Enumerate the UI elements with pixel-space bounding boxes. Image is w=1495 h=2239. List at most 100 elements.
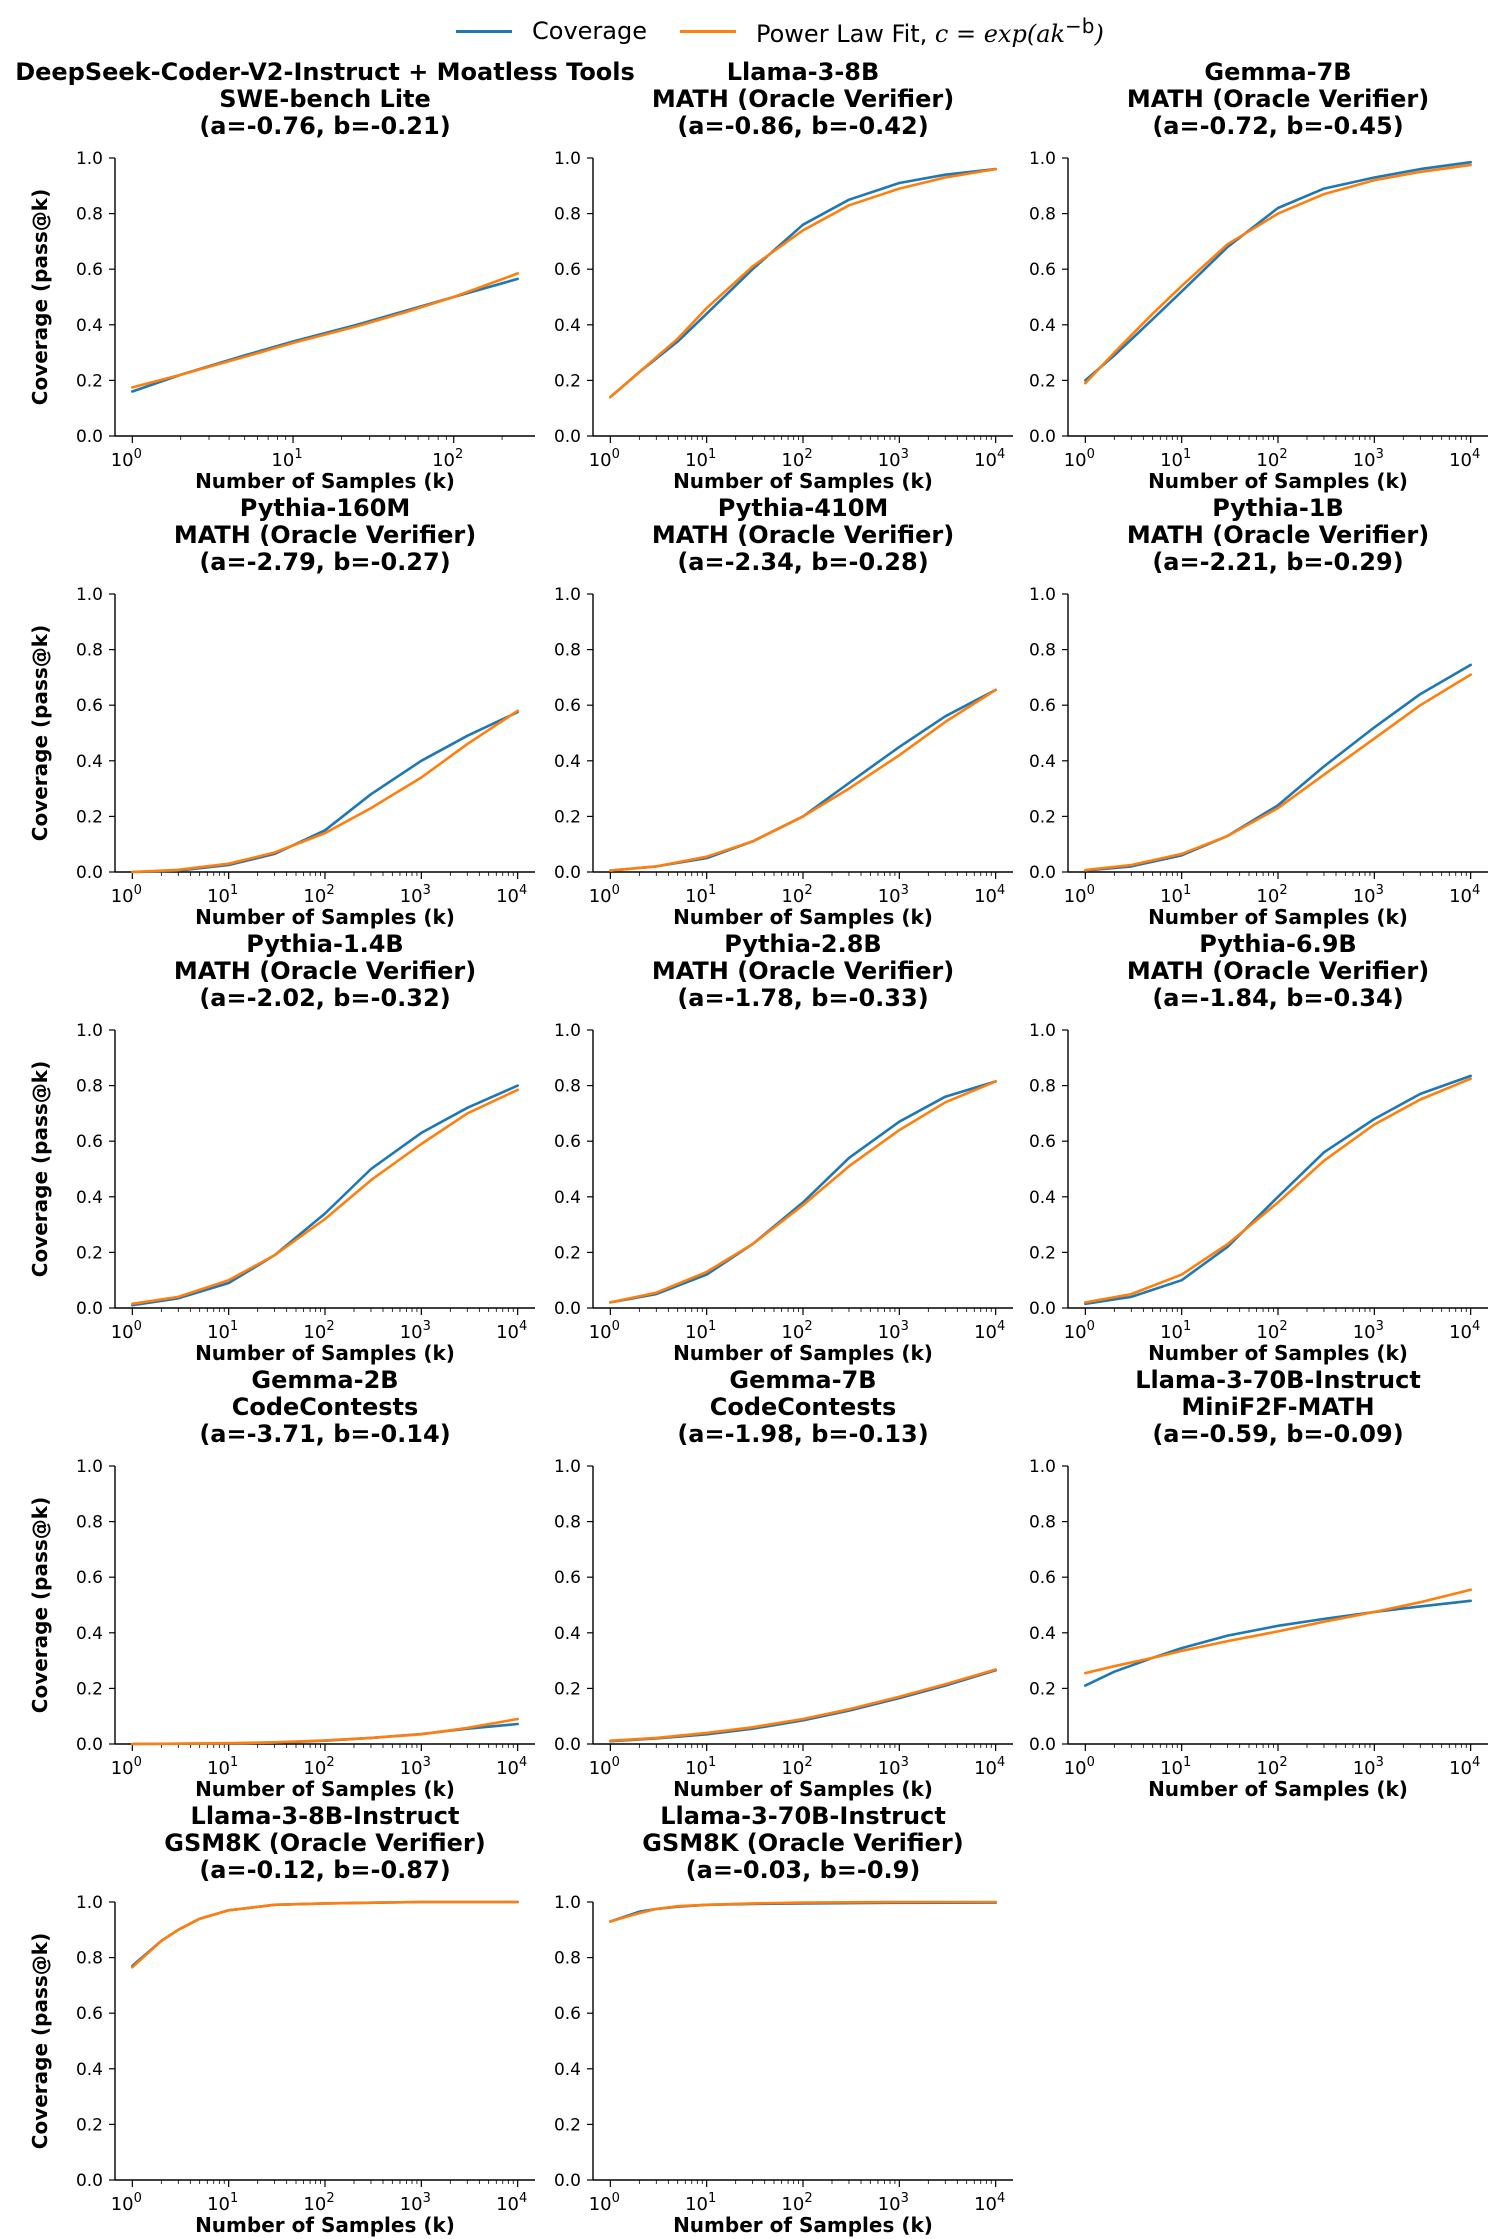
chart-title-line-1: Pythia-2.8B: [724, 930, 881, 958]
y-tick-label: 0.0: [554, 1299, 581, 1319]
x-tick-label: 102: [1256, 1755, 1287, 1779]
chart-title-line-1: Gemma-7B: [1204, 58, 1351, 86]
y-tick-label: 1.0: [1029, 585, 1056, 605]
x-tick-label: 103: [1353, 883, 1384, 907]
chart-title-line-2: MATH (Oracle Verifier): [652, 521, 954, 549]
x-tick-label: 101: [1160, 883, 1191, 907]
x-tick-label: 103: [1353, 1319, 1384, 1343]
series-line-coverage: [608, 167, 998, 399]
chart-title-line-1: Pythia-1B: [1212, 494, 1344, 522]
x-tick-label: 104: [974, 1319, 1005, 1343]
y-tick-label: 0.4: [1029, 1624, 1056, 1644]
x-tick-label: 102: [781, 1755, 812, 1779]
x-axis-label: Number of Samples (k): [195, 469, 455, 493]
chart-title-line-1: Llama-3-70B-Instruct: [660, 1802, 946, 1830]
series-line-power-law-fit: [1084, 1588, 1472, 1675]
y-tick-label: 0.6: [1029, 1132, 1056, 1152]
series-line-coverage: [1084, 663, 1472, 872]
x-tick-label: 101: [207, 883, 238, 907]
y-tick-label: 0.6: [554, 696, 581, 716]
x-axis-label: Number of Samples (k): [673, 2213, 933, 2237]
y-tick-label: 1.0: [1029, 1021, 1056, 1041]
x-tick-label: 100: [1064, 1755, 1095, 1779]
legend-label-coverage: Coverage: [532, 17, 647, 45]
x-tick-label: 103: [400, 1755, 431, 1779]
chart-panel-1: DeepSeek-Coder-V2-Instruct + Moatless To…: [15, 58, 635, 493]
y-tick-label: 1.0: [554, 585, 581, 605]
y-tick-label: 0.6: [554, 260, 581, 280]
chart-title-line-3: (a=-0.86, b=-0.42): [677, 112, 928, 140]
y-tick-label: 0.8: [554, 1513, 581, 1533]
y-tick-label: 0.4: [76, 1188, 103, 1208]
y-tick-label: 0.0: [1029, 427, 1056, 447]
chart-title-line-1: Pythia-410M: [718, 494, 889, 522]
chart-title-line-2: GSM8K (Oracle Verifier): [642, 1829, 963, 1857]
x-axis-label: Number of Samples (k): [195, 1341, 455, 1365]
y-tick-label: 0.0: [76, 863, 103, 883]
chart-title-line-1: Pythia-160M: [240, 494, 411, 522]
chart-title-line-1: Llama-3-70B-Instruct: [1135, 1366, 1421, 1394]
chart-title-line-3: (a=-0.72, b=-0.45): [1152, 112, 1403, 140]
y-tick-label: 0.0: [76, 1735, 103, 1755]
y-axis-label: Coverage (pass@k): [28, 1061, 52, 1277]
y-tick-label: 1.0: [76, 1457, 103, 1477]
y-tick-label: 0.6: [1029, 696, 1056, 716]
x-tick-label: 104: [974, 2191, 1005, 2215]
y-tick-label: 0.6: [76, 1132, 103, 1152]
y-tick-label: 0.8: [1029, 641, 1056, 661]
chart-title-line-2: GSM8K (Oracle Verifier): [164, 1829, 485, 1857]
y-tick-label: 0.6: [76, 1568, 103, 1588]
x-tick-label: 100: [111, 883, 142, 907]
y-tick-label: 1.0: [76, 149, 103, 169]
y-tick-label: 0.8: [554, 1077, 581, 1097]
x-tick-label: 102: [781, 447, 812, 471]
legend-fit-formula: c = exp(ak: [934, 20, 1066, 48]
y-tick-label: 0.0: [76, 427, 103, 447]
x-tick-label: 102: [303, 1755, 334, 1779]
x-tick-label: 101: [1160, 1319, 1191, 1343]
y-tick-label: 0.0: [1029, 863, 1056, 883]
legend: Coverage Power Law Fit, c = exp(ak−b): [0, 6, 1495, 56]
legend-swatch-coverage: [456, 29, 512, 33]
y-tick-label: 1.0: [76, 1021, 103, 1041]
chart-title-line-1: Llama-3-8B: [727, 58, 880, 86]
y-tick-label: 0.8: [1029, 1077, 1056, 1097]
x-tick-label: 103: [878, 447, 909, 471]
y-tick-label: 0.0: [554, 863, 581, 883]
x-tick-label: 100: [111, 2191, 142, 2215]
x-tick-label: 100: [1064, 447, 1095, 471]
x-tick-label: 100: [111, 1755, 142, 1779]
chart-title-line-2: MATH (Oracle Verifier): [174, 521, 476, 549]
chart-title-line-3: (a=-2.21, b=-0.29): [1152, 548, 1403, 576]
y-tick-label: 0.6: [76, 260, 103, 280]
y-tick-label: 0.6: [1029, 260, 1056, 280]
x-axis-label: Number of Samples (k): [673, 1777, 933, 1801]
x-tick-label: 101: [1160, 1755, 1191, 1779]
chart-title-line-1: Gemma-2B: [251, 1366, 398, 1394]
y-tick-label: 0.2: [554, 371, 581, 391]
chart-title-line-3: (a=-0.12, b=-0.87): [199, 1856, 450, 1884]
y-tick-label: 0.0: [1029, 1299, 1056, 1319]
y-tick-label: 1.0: [554, 1893, 581, 1913]
y-tick-label: 0.8: [554, 641, 581, 661]
chart-title-line-3: (a=-0.59, b=-0.09): [1152, 1420, 1403, 1448]
x-tick-label: 102: [1256, 447, 1287, 471]
x-tick-label: 104: [496, 1319, 527, 1343]
series-line-power-law-fit: [1084, 673, 1472, 872]
x-axis-label: Number of Samples (k): [1148, 1777, 1408, 1801]
x-tick-label: 103: [1353, 447, 1384, 471]
y-tick-label: 0.4: [554, 1624, 581, 1644]
y-tick-label: 0.4: [554, 1188, 581, 1208]
x-tick-label: 103: [878, 1755, 909, 1779]
x-tick-label: 103: [1353, 1755, 1384, 1779]
chart-title-line-1: Pythia-1.4B: [246, 930, 403, 958]
y-tick-label: 0.0: [554, 427, 581, 447]
x-tick-label: 101: [685, 883, 716, 907]
y-tick-label: 0.8: [554, 1949, 581, 1969]
y-tick-label: 0.2: [76, 371, 103, 391]
x-tick-label: 101: [685, 1755, 716, 1779]
